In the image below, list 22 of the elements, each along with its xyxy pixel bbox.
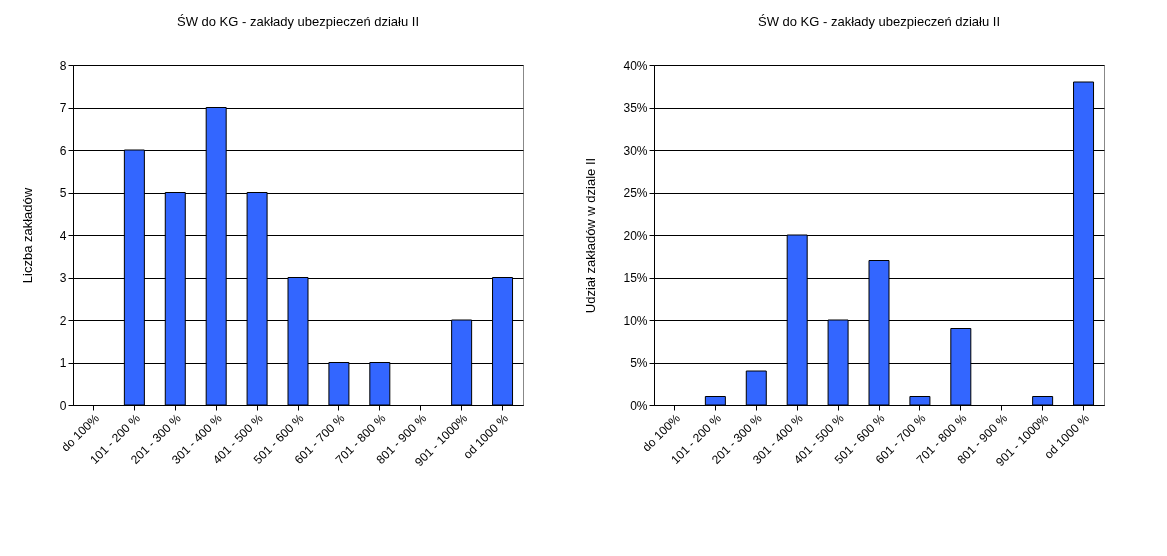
y-tick-label: 8 — [59, 58, 67, 73]
y-tick-label: 10% — [623, 313, 648, 328]
y-tick-label: 35% — [623, 101, 648, 115]
y-tick-label: 6 — [59, 143, 67, 158]
y-tick-label: 4 — [59, 228, 67, 243]
y-tick-label: 0% — [630, 398, 648, 413]
y-tick-label: 3 — [59, 271, 67, 285]
y-axis-title: Udział zakładów w dziale II — [583, 157, 599, 314]
y-tick-label: 0 — [59, 398, 67, 413]
y-tick-label: 15% — [623, 271, 648, 285]
y-axis-title: Liczba zakładów — [19, 187, 35, 284]
y-tick-label: 25% — [623, 186, 648, 200]
y-tick-label: 40% — [623, 58, 648, 73]
y-tick-label: 20% — [623, 228, 648, 243]
y-tick-label: 2 — [59, 313, 67, 328]
chart-title: ŚW do KG - zakłady ubezpieczeń działu II — [757, 14, 1001, 29]
y-tick-label: 30% — [623, 143, 648, 158]
y-tick-label: 5 — [59, 186, 67, 200]
y-tick-label: 7 — [59, 101, 67, 115]
y-tick-label: 5% — [630, 356, 648, 370]
chart-title: ŚW do KG - zakłady ubezpieczeń działu II — [176, 14, 420, 29]
y-tick-label: 1 — [59, 356, 67, 370]
